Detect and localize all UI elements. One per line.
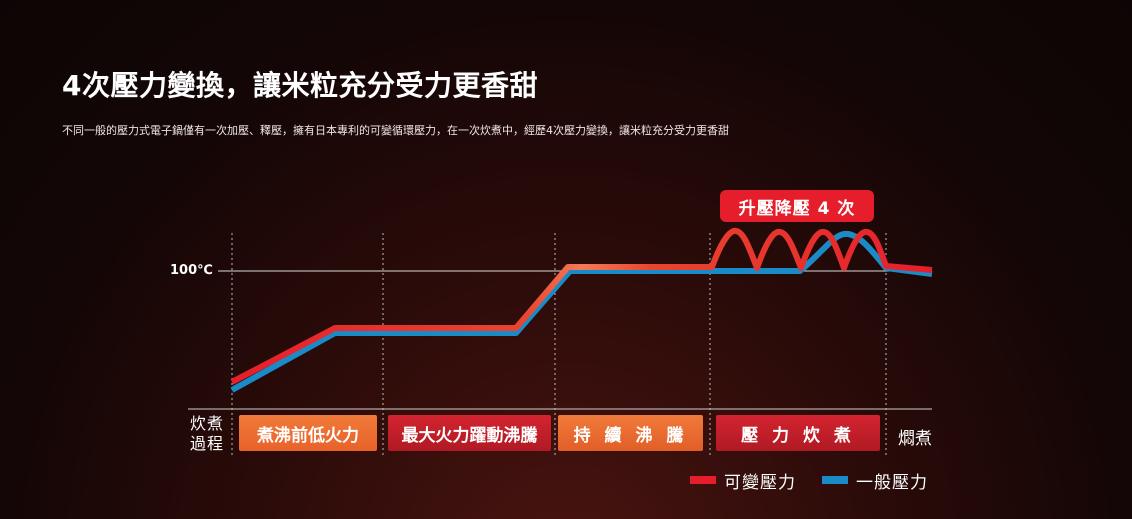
process-label-line: 炊煮 (190, 414, 225, 433)
series-line-normal (230, 230, 933, 393)
process-label-line: 過程 (190, 434, 225, 453)
phase-label-3: 持 續 沸 騰 (558, 415, 703, 451)
legend-swatch-red (690, 476, 716, 484)
phase-label-5: 燜煮 (898, 429, 932, 449)
phase-label-1: 煮沸前低火力 (239, 415, 377, 451)
legend-item-normal: 一般壓力 (822, 469, 928, 493)
phase-label-4: 壓 力 炊 煮 (716, 415, 880, 451)
page-title: 4次壓力變換，讓米粒充分受力更香甜 (62, 69, 538, 102)
legend-label-normal: 一般壓力 (856, 472, 928, 493)
legend-item-variable: 可變壓力 (690, 469, 796, 493)
process-label: 炊煮 過程 (190, 414, 224, 454)
legend-label-variable: 可變壓力 (724, 472, 796, 493)
series-line-variable (230, 228, 933, 385)
y-reference-label: 100℃ (170, 263, 213, 278)
legend-swatch-blue (822, 476, 848, 484)
phase-label-2: 最大火力躍動沸騰 (388, 415, 551, 451)
page-subtitle: 不同一般的壓力式電子鍋僅有一次加壓、釋壓，擁有日本專利的可變循環壓力，在一次炊煮… (62, 124, 729, 137)
process-label-text: 炊煮 過程 (190, 414, 224, 453)
cycle-badge: 升壓降壓 4 次 (720, 190, 874, 222)
